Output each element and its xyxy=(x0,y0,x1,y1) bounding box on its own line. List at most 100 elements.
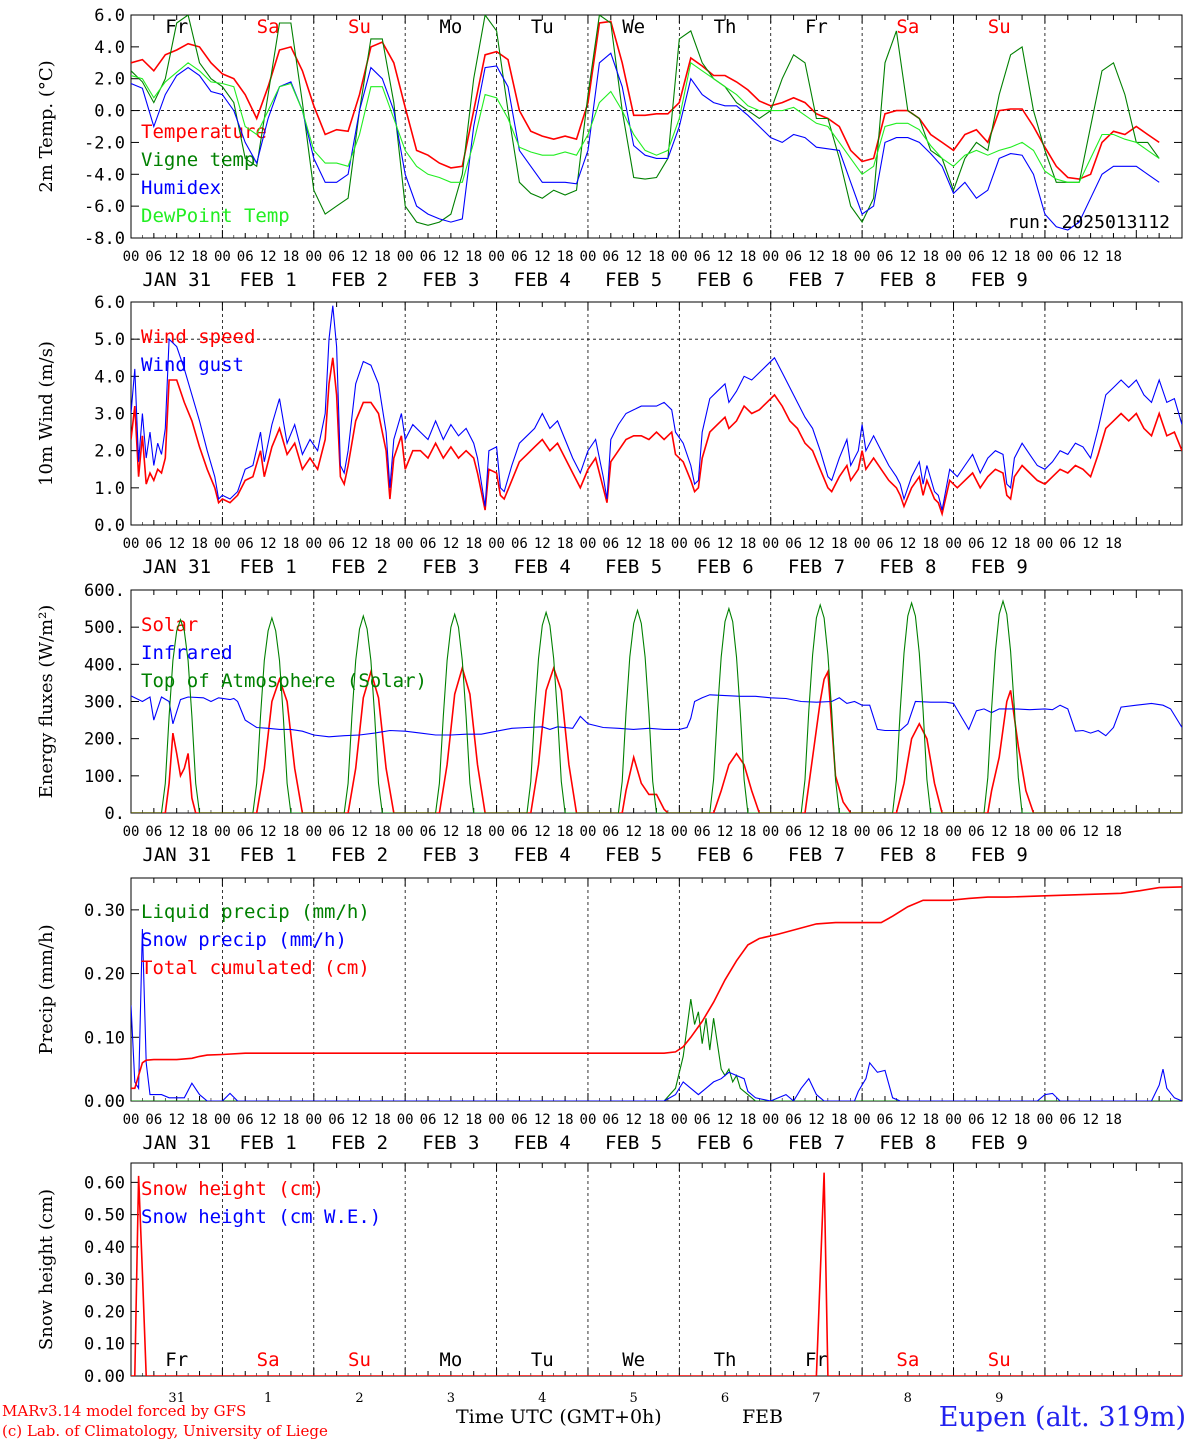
hour-label: 00 xyxy=(397,536,414,552)
y-tick-label: -6.0 xyxy=(84,197,125,217)
hour-label: 18 xyxy=(648,824,665,840)
y-tick-label: 0.20 xyxy=(84,1302,125,1322)
hour-label: 18 xyxy=(1105,536,1122,552)
hour-label: 00 xyxy=(305,824,322,840)
date-label: FEB 5 xyxy=(605,1132,662,1154)
y-tick-label: 1.0 xyxy=(94,479,125,499)
legend-entry: Wind gust xyxy=(141,354,244,376)
hour-label: 18 xyxy=(922,536,939,552)
hour-label: 00 xyxy=(214,824,231,840)
hour-label: 12 xyxy=(1082,824,1099,840)
hour-label: 18 xyxy=(922,824,939,840)
hour-label: 18 xyxy=(191,536,208,552)
hour-label: 06 xyxy=(968,1112,985,1128)
date-label: FEB 3 xyxy=(422,556,479,578)
y-tick-label: 4.0 xyxy=(94,367,125,387)
hour-label: 00 xyxy=(488,249,505,265)
panel-4: 0.30 0.20 0.10 0.00 Precip (mm/h) 00 06 12 18 00 0… xyxy=(36,877,1183,1154)
model-credit: MARv3.14 model forced by GFS xyxy=(2,1402,247,1420)
date-label: FEB 8 xyxy=(879,1132,936,1154)
hour-label: 00 xyxy=(397,249,414,265)
hour-label: 06 xyxy=(511,249,528,265)
y-tick-label: 0.60 xyxy=(84,1173,125,1193)
day-number-label: 1 xyxy=(264,1391,272,1406)
legend-entry: DewPoint Temp xyxy=(141,205,290,227)
day-number-label: 8 xyxy=(904,1391,912,1406)
hour-label: 12 xyxy=(991,536,1008,552)
hour-label: 18 xyxy=(557,536,574,552)
hour-label: 18 xyxy=(648,249,665,265)
hour-label: 18 xyxy=(465,824,482,840)
date-label: FEB 4 xyxy=(514,1132,571,1154)
date-label: FEB 1 xyxy=(239,269,296,291)
hour-label: 00 xyxy=(214,249,231,265)
hour-label: 00 xyxy=(123,824,140,840)
hour-label: 18 xyxy=(739,249,756,265)
series-line-top-of-atmosphere-solar- xyxy=(131,599,1182,813)
y-tick-label: 100. xyxy=(84,767,125,787)
hour-label: 06 xyxy=(420,536,437,552)
hour-label: 06 xyxy=(694,824,711,840)
hour-label: 12 xyxy=(625,249,642,265)
date-label: FEB 6 xyxy=(696,1132,753,1154)
hour-label: 00 xyxy=(580,249,597,265)
hour-label: 00 xyxy=(1036,824,1053,840)
hour-label: 12 xyxy=(1082,1112,1099,1128)
date-label: FEB 7 xyxy=(788,1132,845,1154)
series-line-wind-speed xyxy=(131,357,1182,517)
legend-entry: Top of Atmosphere (Solar) xyxy=(141,670,427,692)
date-label: FEB 8 xyxy=(879,269,936,291)
hour-label: 06 xyxy=(511,824,528,840)
hour-label: 12 xyxy=(717,536,734,552)
series-line-snow-precip-mm-h- xyxy=(131,928,1182,1101)
date-label: FEB 7 xyxy=(788,269,845,291)
day-name-label: Su xyxy=(348,16,371,38)
hour-label: 18 xyxy=(1105,824,1122,840)
hour-label: 12 xyxy=(534,249,551,265)
hour-label: 12 xyxy=(991,1112,1008,1128)
hour-label: 00 xyxy=(1036,1112,1053,1128)
hour-label: 12 xyxy=(260,824,277,840)
y-tick-label: 0.10 xyxy=(84,1028,125,1048)
date-label: FEB 7 xyxy=(788,556,845,578)
y-tick-label: 0.30 xyxy=(84,1270,125,1290)
date-label: FEB 2 xyxy=(331,1132,388,1154)
hour-label: 06 xyxy=(328,824,345,840)
hour-label: 12 xyxy=(1082,536,1099,552)
hour-label: 06 xyxy=(237,536,254,552)
day-number-label: 6 xyxy=(721,1391,729,1406)
hour-label: 18 xyxy=(1014,824,1031,840)
series-line-total-cumulated-cm- xyxy=(131,886,1182,1090)
hour-label: 18 xyxy=(374,824,391,840)
hour-label: 06 xyxy=(602,1112,619,1128)
y-axis-label: 10m Wind (m/s) xyxy=(36,341,57,486)
hour-label: 00 xyxy=(214,536,231,552)
hour-label: 00 xyxy=(945,536,962,552)
date-label: FEB 2 xyxy=(331,269,388,291)
date-label: FEB 4 xyxy=(514,556,571,578)
date-label: FEB 9 xyxy=(971,556,1028,578)
hour-label: 18 xyxy=(648,536,665,552)
hour-label: 00 xyxy=(1036,536,1053,552)
y-tick-label: 0.50 xyxy=(84,1206,125,1226)
y-tick-label: 0.10 xyxy=(84,1335,125,1355)
hour-label: 12 xyxy=(899,824,916,840)
date-label: FEB 8 xyxy=(879,556,936,578)
hour-label: 18 xyxy=(557,824,574,840)
series-line-infrared xyxy=(131,694,1182,738)
date-label: FEB 5 xyxy=(605,556,662,578)
hour-label: 00 xyxy=(671,249,688,265)
run-label: run: 2025013112 xyxy=(1007,212,1170,233)
hour-label: 12 xyxy=(1082,249,1099,265)
hour-label: 12 xyxy=(899,249,916,265)
date-label: FEB 4 xyxy=(514,844,571,866)
hour-label: 18 xyxy=(1014,1112,1031,1128)
y-tick-label: 0.20 xyxy=(84,965,125,985)
y-tick-label: 2.0 xyxy=(94,70,125,90)
y-tick-label: 600. xyxy=(84,581,125,601)
hour-label: 06 xyxy=(420,824,437,840)
hour-label: 00 xyxy=(1036,249,1053,265)
hour-label: 06 xyxy=(602,536,619,552)
hour-label: 12 xyxy=(625,824,642,840)
